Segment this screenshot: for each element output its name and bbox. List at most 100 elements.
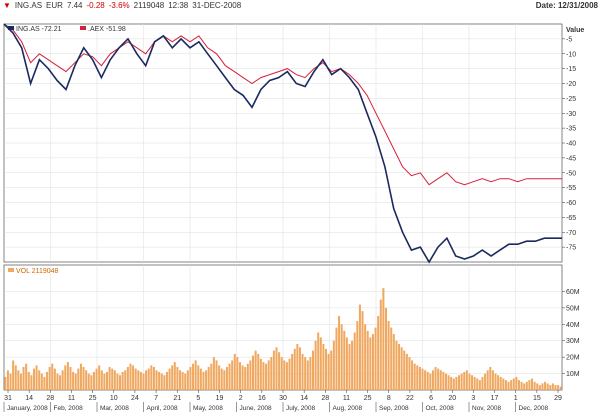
- volume-bar: [554, 385, 557, 390]
- volume-bar: [270, 357, 273, 390]
- volume-bar: [384, 307, 387, 390]
- volume-bar: [364, 324, 367, 390]
- volume-bar: [338, 316, 341, 390]
- volume-bar: [194, 360, 197, 390]
- x-day-label: 30: [279, 395, 287, 402]
- volume-bar: [108, 367, 111, 390]
- x-day-label: 3: [471, 395, 475, 402]
- x-month-label: July, 2008: [286, 405, 316, 412]
- x-day-label: 20: [448, 395, 456, 402]
- x-month-label: Sep, 2008: [379, 405, 409, 412]
- volume-bar: [163, 375, 166, 390]
- time-label: 12:38: [168, 1, 189, 10]
- volume-bar: [215, 360, 218, 390]
- volume-bar: [262, 362, 265, 390]
- volume-bar: [536, 383, 539, 390]
- volume-bar: [231, 360, 234, 390]
- volume-bar: [218, 365, 221, 390]
- volume-bar: [306, 360, 309, 390]
- volume-bar: [17, 370, 20, 390]
- x-month-label: Feb, 2008: [54, 405, 84, 412]
- volume-legend-swatch: [8, 268, 14, 272]
- legend-label-1: .AEX -51.98: [88, 26, 126, 33]
- volume-bar: [124, 370, 127, 390]
- price-y-tick-label: -65: [566, 215, 576, 222]
- volume-bar: [463, 371, 466, 390]
- volume-bar: [40, 373, 43, 390]
- volume-bar: [176, 367, 179, 390]
- volume-bar: [69, 367, 72, 390]
- volume-bar: [184, 373, 187, 390]
- symbol-label: ING.AS: [14, 1, 43, 10]
- volume-bar: [61, 370, 64, 390]
- volume-bar: [249, 360, 252, 390]
- volume-bar: [14, 365, 17, 390]
- price-y-tick-label: -10: [566, 51, 576, 58]
- volume-bar: [137, 370, 140, 390]
- volume-bar: [330, 350, 333, 390]
- change-value: -0.28: [86, 1, 105, 10]
- volume-bar: [304, 357, 307, 390]
- volume-bar: [358, 304, 361, 390]
- volume-bar: [150, 365, 153, 390]
- series-line-aex: [3, 23, 562, 186]
- volume-bar: [442, 371, 445, 390]
- volume-bar: [220, 368, 223, 390]
- down-triangle-icon: ▼: [3, 1, 11, 10]
- volume-bar: [121, 371, 124, 390]
- volume-bar: [241, 365, 244, 390]
- volume-bar: [77, 368, 80, 390]
- volume-bar: [285, 362, 288, 390]
- x-day-label: 1: [514, 395, 518, 402]
- volume-bar: [111, 368, 114, 390]
- volume-bar: [298, 347, 301, 390]
- volume-bar: [538, 385, 541, 390]
- volume-bar: [447, 375, 450, 390]
- x-day-label: 17: [491, 395, 499, 402]
- volume-bar: [403, 350, 406, 390]
- x-day-label: 5: [196, 395, 200, 402]
- volume-bar: [38, 370, 41, 390]
- volume-bar: [437, 368, 440, 390]
- volume-bar: [546, 383, 549, 390]
- volume-bar: [278, 352, 281, 390]
- volume-bar: [551, 383, 554, 390]
- price-y-tick-label: -50: [566, 170, 576, 177]
- volume-bar: [165, 371, 168, 390]
- volume-bar: [79, 363, 82, 390]
- volume-bar: [392, 334, 395, 390]
- volume-bar: [345, 337, 348, 390]
- volume-bar: [257, 353, 260, 390]
- volume-bar: [369, 337, 372, 390]
- volume-bar: [473, 376, 476, 390]
- volume-bar: [6, 370, 9, 390]
- x-day-label: 25: [89, 395, 97, 402]
- volume-bar: [100, 370, 103, 390]
- volume-bar: [152, 367, 155, 390]
- volume-bar: [168, 368, 171, 390]
- volume-bar: [395, 340, 398, 390]
- volume-bar: [340, 324, 343, 390]
- volume-bar: [95, 368, 98, 390]
- volume-bar: [12, 360, 15, 390]
- volume-bar: [192, 363, 195, 390]
- price-y-tick-label: -45: [566, 155, 576, 162]
- volume-bar: [322, 344, 325, 390]
- volume-bar: [9, 373, 12, 390]
- x-day-label: 15: [533, 395, 541, 402]
- volume-bar: [491, 370, 494, 390]
- volume-bar: [64, 365, 67, 390]
- volume-bar: [87, 373, 90, 390]
- legend-swatch-0: [8, 26, 14, 30]
- volume-bar: [27, 371, 30, 390]
- price-y-tick-label: -5: [566, 36, 572, 43]
- volume-bar: [280, 357, 283, 390]
- volume-bar: [189, 367, 192, 390]
- volume-bar: [400, 347, 403, 390]
- volume-bar: [411, 360, 414, 390]
- volume-bar: [53, 368, 56, 390]
- x-day-label: 7: [154, 395, 158, 402]
- volume-bar: [484, 373, 487, 390]
- volume-bar: [197, 365, 200, 390]
